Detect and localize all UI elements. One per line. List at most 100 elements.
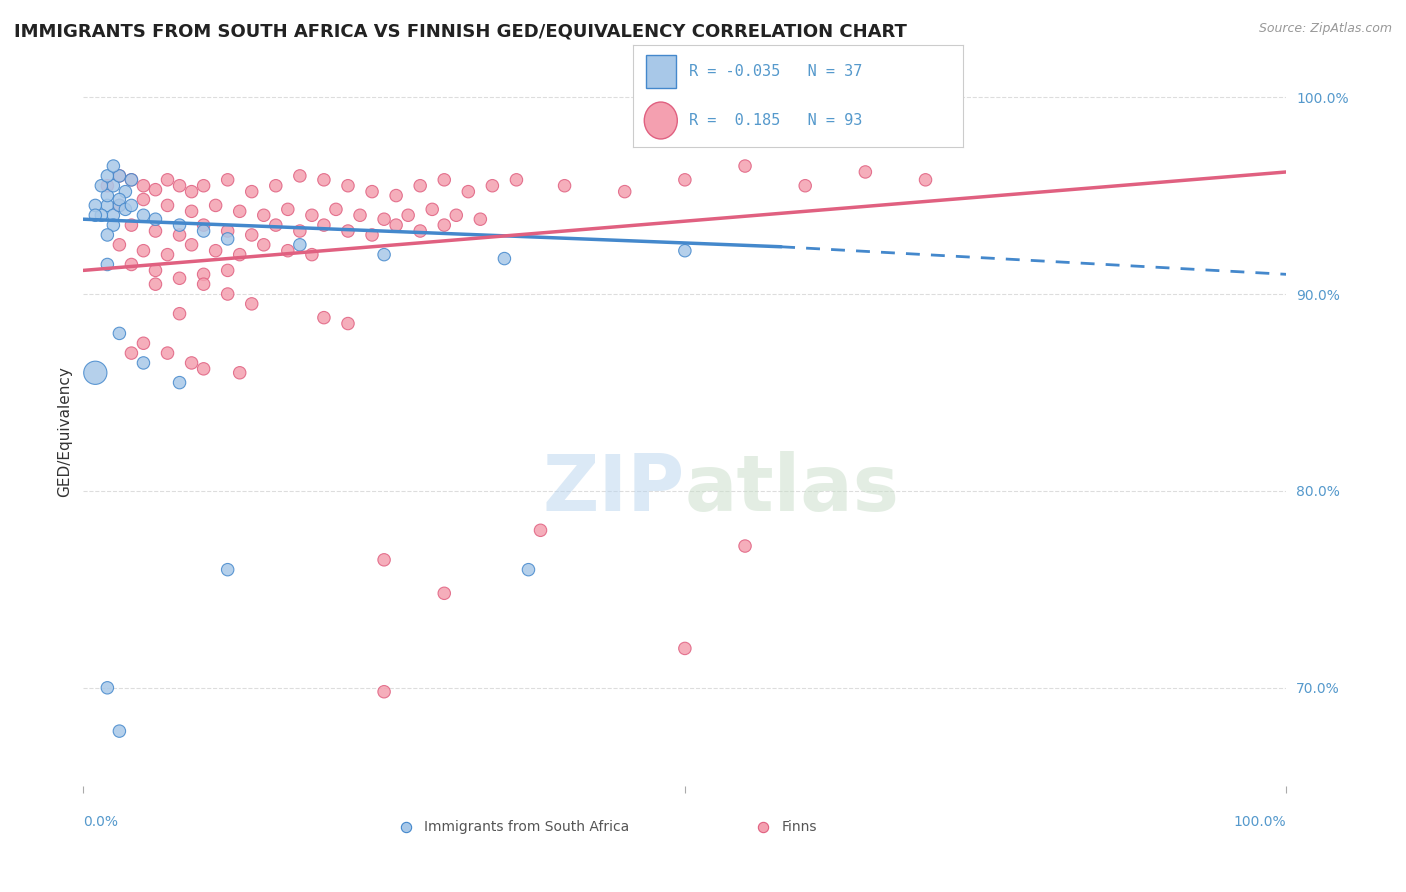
Point bbox=[240, 227, 263, 242]
Point bbox=[145, 263, 167, 277]
Point bbox=[505, 173, 527, 187]
Point bbox=[217, 224, 239, 238]
Point bbox=[120, 346, 142, 360]
Point bbox=[108, 193, 131, 207]
Point bbox=[288, 224, 311, 238]
Point bbox=[193, 277, 215, 292]
Ellipse shape bbox=[644, 102, 678, 139]
Point bbox=[373, 212, 395, 227]
Point bbox=[433, 218, 456, 232]
Point bbox=[120, 173, 142, 187]
Point bbox=[156, 346, 179, 360]
Point bbox=[554, 178, 576, 193]
Point bbox=[734, 159, 756, 173]
Text: Source: ZipAtlas.com: Source: ZipAtlas.com bbox=[1258, 22, 1392, 36]
Point bbox=[373, 553, 395, 567]
Point bbox=[169, 376, 191, 390]
Point bbox=[470, 212, 492, 227]
Point bbox=[169, 178, 191, 193]
Point bbox=[145, 212, 167, 227]
Point bbox=[120, 198, 142, 212]
Point bbox=[180, 237, 202, 252]
Point bbox=[613, 185, 636, 199]
Point bbox=[193, 218, 215, 232]
Point bbox=[145, 277, 167, 292]
Point bbox=[120, 173, 142, 187]
Point bbox=[446, 208, 468, 222]
Point bbox=[103, 178, 125, 193]
Point bbox=[90, 178, 112, 193]
Point bbox=[433, 173, 456, 187]
Point bbox=[132, 356, 155, 370]
Point bbox=[132, 244, 155, 258]
Text: ZIP: ZIP bbox=[543, 450, 685, 526]
Point bbox=[277, 244, 299, 258]
Point bbox=[169, 271, 191, 285]
Y-axis label: GED/Equivalency: GED/Equivalency bbox=[58, 367, 72, 497]
Text: 100.0%: 100.0% bbox=[1234, 814, 1286, 829]
Point bbox=[228, 247, 250, 261]
Point bbox=[169, 307, 191, 321]
Point bbox=[108, 724, 131, 739]
Point bbox=[337, 317, 360, 331]
Point bbox=[240, 185, 263, 199]
Point bbox=[673, 641, 696, 656]
Point bbox=[180, 204, 202, 219]
Point bbox=[193, 361, 215, 376]
Text: R = -0.035   N = 37: R = -0.035 N = 37 bbox=[689, 63, 862, 78]
Point bbox=[264, 218, 287, 232]
Point bbox=[794, 178, 817, 193]
Point bbox=[96, 681, 118, 695]
Point bbox=[253, 237, 276, 252]
Point bbox=[156, 173, 179, 187]
Point bbox=[228, 366, 250, 380]
Point bbox=[132, 193, 155, 207]
Point bbox=[114, 185, 136, 199]
Point bbox=[494, 252, 516, 266]
Point bbox=[312, 173, 335, 187]
Point bbox=[228, 204, 250, 219]
Point bbox=[108, 169, 131, 183]
Point bbox=[409, 178, 432, 193]
Point bbox=[96, 169, 118, 183]
Point bbox=[481, 178, 503, 193]
Point bbox=[217, 287, 239, 301]
Point bbox=[301, 247, 323, 261]
Point bbox=[337, 178, 360, 193]
Point bbox=[288, 169, 311, 183]
Point bbox=[132, 178, 155, 193]
Text: IMMIGRANTS FROM SOUTH AFRICA VS FINNISH GED/EQUIVALENCY CORRELATION CHART: IMMIGRANTS FROM SOUTH AFRICA VS FINNISH … bbox=[14, 22, 907, 40]
Point bbox=[145, 183, 167, 197]
Point bbox=[90, 208, 112, 222]
Bar bbox=[645, 55, 676, 87]
Point bbox=[385, 188, 408, 202]
Point bbox=[264, 178, 287, 193]
Point bbox=[217, 263, 239, 277]
Point bbox=[312, 310, 335, 325]
Point bbox=[180, 185, 202, 199]
Point bbox=[349, 208, 371, 222]
Point bbox=[132, 208, 155, 222]
Point bbox=[103, 218, 125, 232]
Point bbox=[217, 173, 239, 187]
Point bbox=[673, 244, 696, 258]
Text: Finns: Finns bbox=[782, 820, 817, 834]
Point bbox=[385, 218, 408, 232]
Text: 0.0%: 0.0% bbox=[83, 814, 118, 829]
Point bbox=[96, 227, 118, 242]
Point bbox=[120, 218, 142, 232]
Point bbox=[529, 523, 551, 537]
Point bbox=[373, 247, 395, 261]
Point bbox=[734, 539, 756, 553]
Point bbox=[277, 202, 299, 217]
Point bbox=[84, 366, 107, 380]
Point bbox=[409, 224, 432, 238]
Point bbox=[217, 232, 239, 246]
Text: atlas: atlas bbox=[685, 450, 900, 526]
Point bbox=[420, 202, 443, 217]
Point bbox=[673, 173, 696, 187]
Point bbox=[114, 202, 136, 217]
Point bbox=[108, 237, 131, 252]
Point bbox=[288, 237, 311, 252]
Point bbox=[193, 268, 215, 282]
